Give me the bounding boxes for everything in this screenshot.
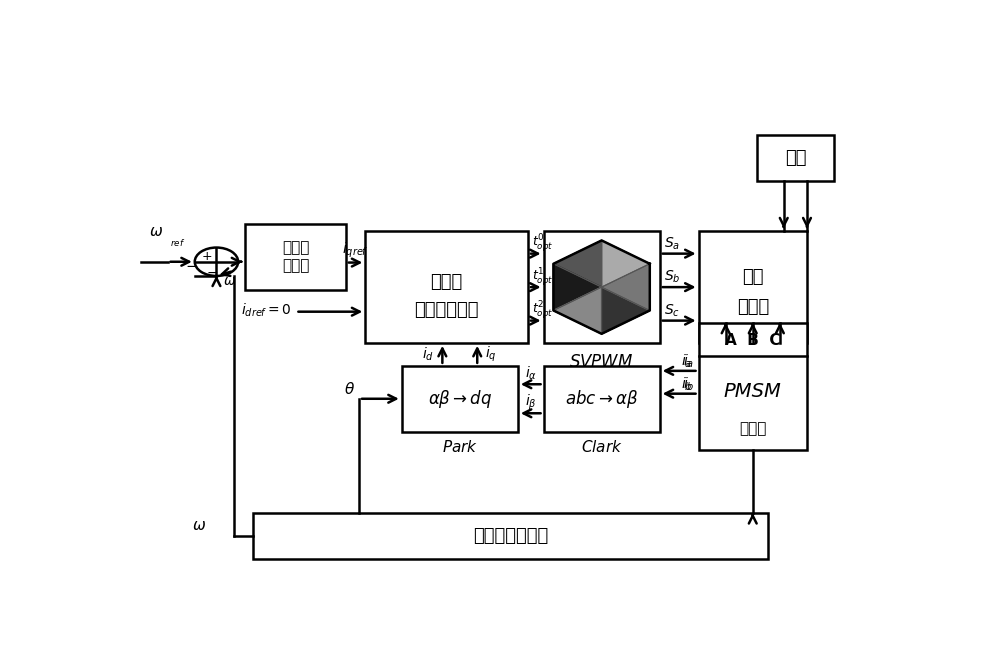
Text: $i_b$: $i_b$ (683, 376, 695, 393)
Text: $i_a$: $i_a$ (683, 353, 695, 370)
Text: +: + (202, 250, 212, 263)
FancyBboxPatch shape (544, 231, 660, 343)
Text: $_{ref}$: $_{ref}$ (170, 235, 185, 248)
Text: $abc\rightarrow\alpha\beta$: $abc\rightarrow\alpha\beta$ (565, 387, 638, 410)
FancyBboxPatch shape (757, 135, 834, 181)
Text: $i_{qref}$: $i_{qref}$ (342, 241, 369, 260)
FancyBboxPatch shape (402, 366, 518, 432)
Text: $i_{dref}=0$: $i_{dref}=0$ (241, 302, 292, 320)
Text: 位置和角度检测: 位置和角度检测 (473, 527, 548, 545)
FancyBboxPatch shape (253, 513, 768, 559)
Polygon shape (602, 264, 650, 310)
Text: $\omega$: $\omega$ (149, 224, 163, 239)
Text: 逆变器: 逆变器 (737, 299, 769, 316)
Polygon shape (602, 287, 650, 334)
Text: $i_a$: $i_a$ (681, 353, 692, 370)
Text: $-$: $-$ (185, 258, 198, 272)
FancyBboxPatch shape (698, 231, 807, 343)
Text: 三相: 三相 (742, 268, 764, 286)
Polygon shape (553, 287, 602, 334)
Text: $i_b$: $i_b$ (681, 376, 693, 393)
Text: $S_b$: $S_b$ (664, 269, 680, 285)
Text: $Clark$: $Clark$ (581, 439, 623, 455)
Text: $\alpha\beta\rightarrow dq$: $\alpha\beta\rightarrow dq$ (428, 387, 492, 410)
Text: 编码器: 编码器 (739, 420, 766, 436)
Text: $Park$: $Park$ (442, 439, 478, 455)
Text: $SVPWM$: $SVPWM$ (569, 353, 634, 371)
Text: 预测电流控制: 预测电流控制 (414, 301, 479, 319)
Text: 速度环
控制器: 速度环 控制器 (282, 241, 309, 273)
Text: PMSM: PMSM (724, 382, 782, 401)
Text: $i_d$: $i_d$ (422, 346, 434, 363)
Text: $\theta$: $\theta$ (344, 381, 355, 397)
Text: A  B  C: A B C (725, 333, 780, 348)
Text: $t^1_{opt}$: $t^1_{opt}$ (532, 266, 553, 288)
Text: $i_{\beta}$: $i_{\beta}$ (525, 393, 537, 412)
Text: $i_q$: $i_q$ (485, 345, 497, 364)
FancyBboxPatch shape (544, 366, 660, 432)
FancyBboxPatch shape (365, 231, 528, 343)
Polygon shape (553, 241, 602, 287)
Polygon shape (553, 241, 650, 334)
FancyBboxPatch shape (245, 223, 346, 290)
Text: 无模型: 无模型 (430, 273, 463, 291)
Text: 电源: 电源 (785, 149, 806, 167)
Text: $t^0_{opt}$: $t^0_{opt}$ (532, 233, 553, 254)
Polygon shape (602, 241, 650, 287)
FancyBboxPatch shape (698, 323, 807, 449)
Text: $-$: $-$ (206, 265, 219, 279)
Text: $\omega$: $\omega$ (223, 273, 236, 287)
Polygon shape (553, 264, 602, 310)
Text: $i_{\alpha}$: $i_{\alpha}$ (525, 364, 537, 382)
Text: $\omega$: $\omega$ (192, 518, 206, 533)
Text: $S_a$: $S_a$ (664, 235, 680, 252)
Text: $S_c$: $S_c$ (664, 302, 680, 319)
Text: $t^2_{opt}$: $t^2_{opt}$ (532, 299, 553, 322)
